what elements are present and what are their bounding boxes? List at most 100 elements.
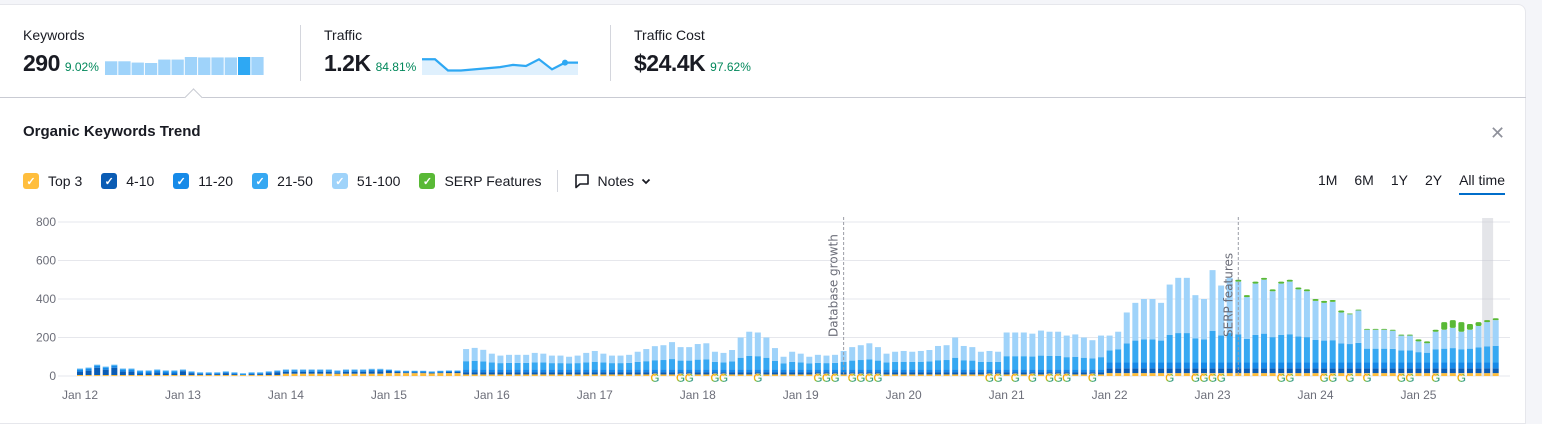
- legend-4-10[interactable]: ✓ 4-10: [101, 173, 154, 189]
- legend-21-50[interactable]: ✓ 21-50: [252, 173, 313, 189]
- google-update-icon[interactable]: G: [1191, 371, 1201, 385]
- google-update-icon[interactable]: G: [1208, 371, 1218, 385]
- range-all-time[interactable]: All time: [1459, 172, 1505, 195]
- legend-label: Top 3: [48, 173, 83, 189]
- google-update-icon[interactable]: G: [830, 371, 840, 385]
- checkbox-checked-icon[interactable]: ✓: [101, 173, 118, 189]
- google-update-icon[interactable]: G: [1216, 371, 1226, 385]
- bar-segment-51-100: [214, 372, 221, 373]
- google-update-icon[interactable]: G: [710, 371, 720, 385]
- google-update-icon[interactable]: G: [822, 371, 832, 385]
- google-update-icon[interactable]: G: [1319, 371, 1329, 385]
- legend-top3[interactable]: ✓ Top 3: [23, 173, 82, 189]
- checkbox-checked-icon[interactable]: ✓: [173, 173, 190, 189]
- legend-11-20[interactable]: ✓ 11-20: [173, 173, 233, 189]
- google-update-icon[interactable]: G: [753, 371, 763, 385]
- checkbox-checked-icon[interactable]: ✓: [252, 173, 269, 189]
- bar-segment-21-50: [1115, 349, 1122, 363]
- google-update-icon[interactable]: G: [1431, 371, 1441, 385]
- range-1y[interactable]: 1Y: [1390, 172, 1408, 188]
- google-update-icon[interactable]: G: [684, 371, 694, 385]
- bar-segment-4-10: [1303, 368, 1310, 374]
- google-update-icon[interactable]: G: [813, 371, 823, 385]
- bar-segment-top-3: [385, 373, 392, 376]
- bar-segment-21-50: [694, 359, 701, 370]
- google-update-icon[interactable]: G: [1199, 371, 1209, 385]
- bar-segment-51-100: [909, 351, 916, 362]
- google-update-icon[interactable]: G: [1088, 371, 1098, 385]
- notes-dropdown[interactable]: Notes: [574, 173, 652, 189]
- bar-segment-51-100: [1252, 283, 1259, 335]
- google-update-icon[interactable]: G: [1328, 371, 1338, 385]
- bar-segment-21-50: [360, 369, 367, 371]
- bar-segment-4-10: [969, 372, 976, 375]
- close-icon[interactable]: ✕: [1490, 123, 1506, 143]
- range-6m[interactable]: 6M: [1354, 172, 1374, 188]
- bar-segment-11-20: [162, 371, 169, 374]
- bar-segment-top-3: [445, 373, 452, 376]
- google-update-icon[interactable]: G: [676, 371, 686, 385]
- google-update-icon[interactable]: G: [1028, 371, 1038, 385]
- google-update-icon[interactable]: G: [1010, 371, 1020, 385]
- metric-traffic-cost[interactable]: Traffic Cost $24.4K 97.62%: [634, 27, 751, 77]
- checkbox-checked-icon[interactable]: ✓: [419, 173, 436, 189]
- bar-segment-4-10: [342, 371, 349, 374]
- google-update-icon[interactable]: G: [865, 371, 875, 385]
- google-update-icon[interactable]: G: [1345, 371, 1355, 385]
- legend-serp-features[interactable]: ✓ SERP Features: [419, 173, 541, 189]
- google-update-icon[interactable]: G: [1396, 371, 1406, 385]
- bar-segment-51-100: [317, 369, 324, 370]
- range-1m[interactable]: 1M: [1317, 172, 1338, 188]
- bar-segment-4-10: [145, 373, 152, 376]
- bar-segment-4-10: [660, 372, 667, 375]
- google-update-icon[interactable]: G: [1285, 371, 1295, 385]
- bar-segment-21-50: [660, 360, 667, 370]
- google-update-icon[interactable]: G: [856, 371, 866, 385]
- google-update-icon[interactable]: G: [873, 371, 883, 385]
- google-update-icon[interactable]: G: [719, 371, 729, 385]
- bar-segment-top-3: [823, 374, 830, 376]
- legend-label: 51-100: [356, 173, 401, 189]
- bar-segment-11-20: [900, 369, 907, 373]
- google-update-icon[interactable]: G: [1457, 371, 1467, 385]
- bar-segment-21-50: [403, 370, 410, 372]
- google-update-icon[interactable]: G: [1276, 371, 1286, 385]
- google-update-icon[interactable]: G: [1062, 371, 1072, 385]
- google-update-icon[interactable]: G: [1405, 371, 1415, 385]
- bar-segment-11-20: [686, 369, 693, 373]
- bar-segment-21-50: [832, 362, 839, 370]
- checkbox-checked-icon[interactable]: ✓: [331, 173, 348, 189]
- checkbox-checked-icon[interactable]: ✓: [23, 173, 39, 189]
- bar-segment-top-3: [617, 374, 624, 376]
- bar-segment-21-50: [651, 360, 658, 370]
- google-update-icon[interactable]: G: [650, 371, 660, 385]
- x-tick-label: Jan 18: [680, 388, 716, 402]
- range-2y[interactable]: 2Y: [1424, 172, 1443, 188]
- bar-segment-4-10: [1098, 372, 1105, 375]
- bar-segment-4-10: [368, 371, 375, 374]
- bar-segment-4-10: [1475, 368, 1482, 374]
- google-update-icon[interactable]: G: [1053, 371, 1063, 385]
- bar-segment-4-10: [1381, 368, 1388, 374]
- google-update-icon[interactable]: G: [985, 371, 995, 385]
- bar-segment-4-10: [1063, 372, 1070, 375]
- google-update-icon[interactable]: G: [1362, 371, 1372, 385]
- google-update-icon[interactable]: G: [993, 371, 1003, 385]
- google-update-icon[interactable]: G: [1165, 371, 1175, 385]
- bar-segment-4-10: [694, 372, 701, 375]
- bar-segment-top-3: [111, 375, 118, 376]
- legend-51-100[interactable]: ✓ 51-100: [331, 173, 401, 189]
- metric-traffic[interactable]: Traffic 1.2K 84.81%: [324, 27, 580, 77]
- bar-segment-top-3: [1055, 374, 1062, 376]
- metric-keywords[interactable]: Keywords 290 9.02%: [23, 27, 267, 77]
- bar-segment-11-20: [780, 369, 787, 373]
- bar-segment-4-10: [1037, 372, 1044, 375]
- bar-segment-11-20: [1381, 362, 1388, 369]
- bar-segment-4-10: [471, 372, 478, 375]
- bar-segment-top-3: [531, 374, 538, 376]
- google-update-icon[interactable]: G: [847, 371, 857, 385]
- bar-segment-51-100: [1243, 297, 1250, 339]
- google-update-icon[interactable]: G: [1045, 371, 1055, 385]
- bar-segment-21-50: [729, 361, 736, 370]
- bar-segment-21-50: [531, 362, 538, 370]
